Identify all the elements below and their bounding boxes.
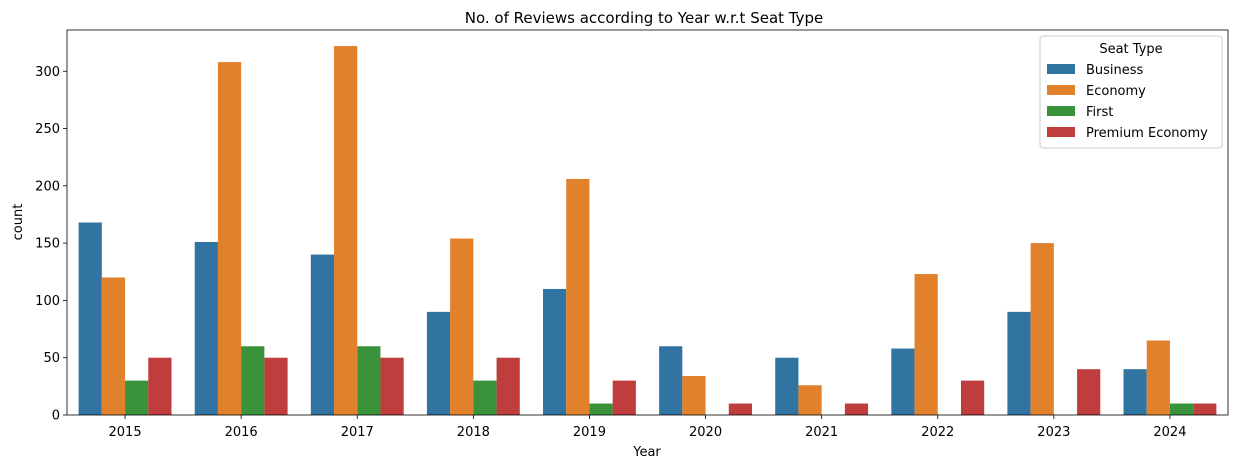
bar-business-2020 [659,346,683,415]
bar-premium-economy-2022 [960,380,985,416]
bar-economy-2018 [450,238,474,415]
x-axis-label: Year [632,445,661,460]
bar-economy-2016 [217,62,242,415]
bar-economy-2019 [566,178,590,415]
bar-economy-2020 [682,376,706,415]
legend-label-business: Business [1086,63,1144,78]
x-tick-label: 2019 [573,425,606,440]
x-tick-label: 2024 [1153,425,1186,440]
y-tick-label: 200 [35,179,60,194]
bar-economy-2022 [914,274,938,415]
legend-swatch-economy [1047,85,1075,95]
chart-title: No. of Reviews according to Year w.r.t S… [465,9,824,27]
legend-title: Seat Type [1099,42,1162,57]
bar-premium-economy-2016 [264,357,288,415]
x-tick-label: 2021 [805,425,838,440]
y-axis-label: count [11,204,26,241]
y-tick-label: 300 [35,65,60,80]
legend-swatch-premium-economy [1047,127,1075,137]
axes-layer: 0 50 100 150 200 250 300 2015 2016 2017 2018 2019 20… [35,29,1229,440]
bar-premium-economy-2021 [844,403,869,415]
bar-business-2017 [310,254,335,415]
x-tick-label: 2018 [457,425,490,440]
legend: Seat Type Business Economy First Premium Eco… [1039,35,1223,149]
bar-business-2018 [426,311,451,416]
x-tick-label: 2016 [225,425,258,440]
y-tick-label: 250 [35,122,60,137]
bar-business-2021 [775,357,799,415]
bar-premium-economy-2015 [148,357,172,415]
bars-layer [78,46,1217,416]
x-tick-label: 2017 [341,425,374,440]
x-tick-label: 2020 [689,425,722,440]
legend-label-economy: Economy [1086,84,1146,99]
bar-business-2024 [1123,369,1147,415]
bar-economy-2017 [334,46,358,415]
bar-first-2016 [241,346,265,415]
bar-premium-economy-2017 [380,357,404,415]
bar-business-2015 [78,222,102,415]
bar-first-2018 [473,380,497,416]
y-tick-label: 0 [52,409,60,424]
bar-first-2017 [357,346,381,415]
legend-label-first: First [1086,105,1113,120]
y-tick-label: 150 [35,237,60,252]
x-tick-label: 2022 [921,425,954,440]
x-tick-label: 2015 [109,425,142,440]
bar-economy-2021 [798,385,822,415]
x-tick-label: 2023 [1037,425,1070,440]
bar-first-2019 [589,403,613,415]
legend-box [1039,35,1223,149]
legend-label-premium-economy: Premium Economy [1086,126,1208,141]
bar-first-2024 [1169,403,1194,415]
legend-swatch-business [1047,64,1075,74]
bar-premium-economy-2020 [728,403,752,415]
y-tick-label: 100 [35,294,60,309]
bar-business-2019 [543,288,567,415]
legend-swatch-first [1047,106,1075,116]
bar-premium-economy-2018 [496,357,520,415]
bar-premium-economy-2023 [1077,369,1101,415]
bar-economy-2024 [1146,340,1170,415]
bar-economy-2023 [1030,243,1054,416]
y-tick-label: 50 [43,351,60,366]
bar-business-2022 [891,348,915,415]
bar-premium-economy-2024 [1193,403,1217,415]
bar-first-2015 [125,380,149,416]
plot-frame [66,29,1229,416]
bar-business-2023 [1007,311,1031,416]
bar-economy-2015 [101,277,126,415]
bar-premium-economy-2019 [612,380,636,416]
bar-business-2016 [194,241,218,415]
